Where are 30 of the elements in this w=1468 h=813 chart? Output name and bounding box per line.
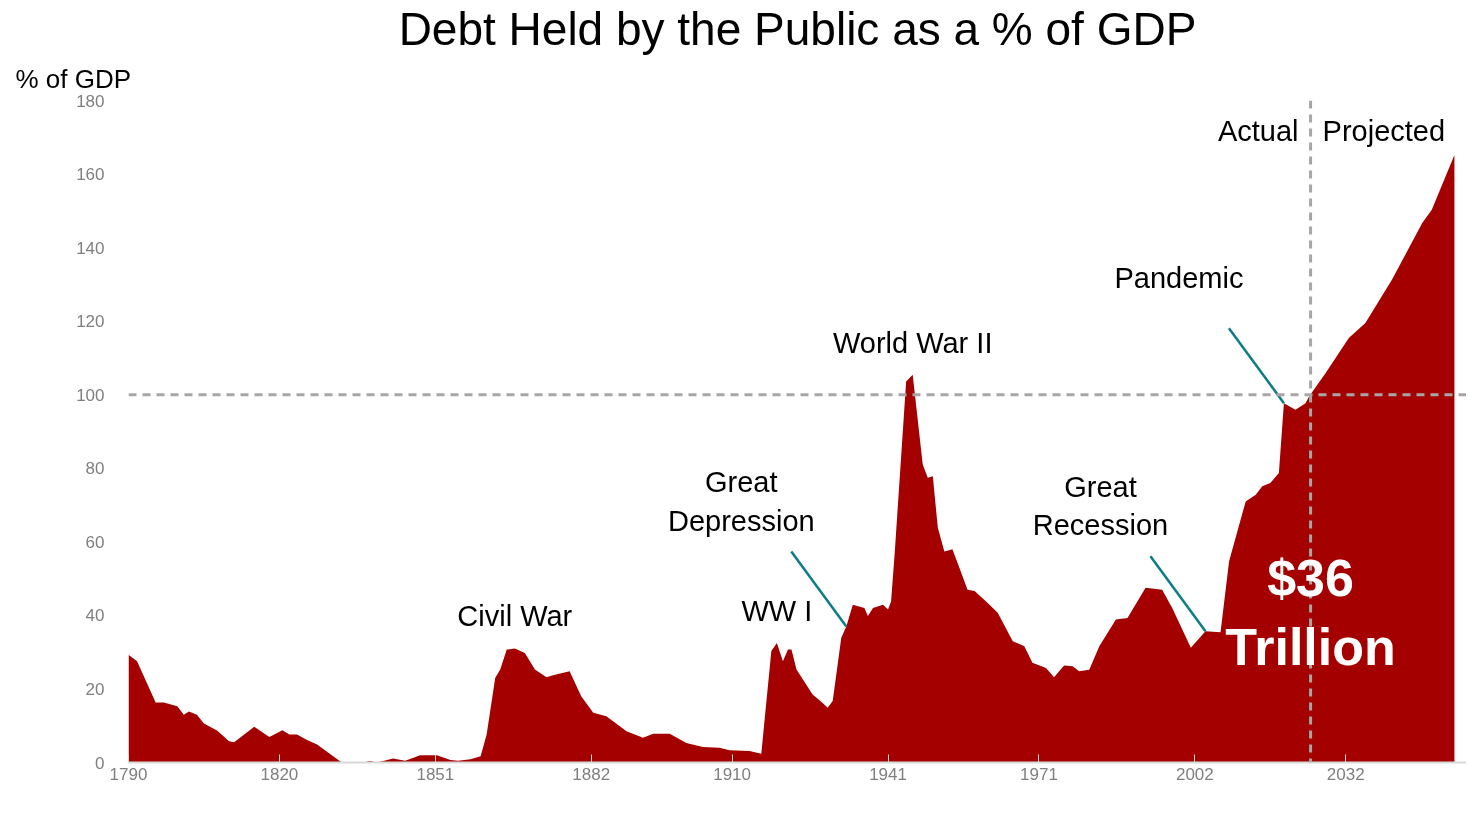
annotation: $36 Trillion: [1225, 548, 1396, 677]
x-tick-label: 2032: [1326, 764, 1365, 784]
y-tick-label: 60: [85, 532, 105, 552]
x-tick-label: 2002: [1175, 764, 1214, 784]
x-tick-label: 1882: [572, 764, 611, 784]
y-tick-label: 0: [95, 753, 105, 773]
y-tick-label: 140: [76, 238, 105, 258]
y-tick-label: 100: [76, 385, 105, 405]
annotation: Civil War: [457, 600, 573, 633]
annotation: Projected: [1322, 114, 1446, 147]
x-tick-label: 1941: [869, 764, 907, 784]
y-tick-label: 180: [76, 91, 105, 111]
y-tick-label: 120: [76, 312, 105, 332]
x-tick-label: 1971: [1020, 764, 1058, 784]
y-axis-title: % of GDP: [15, 63, 132, 94]
x-tick-label: 1851: [416, 764, 455, 784]
annotation: Pandemic: [1114, 262, 1244, 295]
x-tick-label: 1820: [260, 764, 299, 784]
y-tick-label: 40: [85, 606, 105, 626]
x-tick-label: 1910: [713, 764, 752, 784]
annotation: WW I: [741, 594, 813, 627]
y-tick-label: 80: [85, 459, 105, 479]
x-tick-label: 1790: [109, 764, 148, 784]
annotation: Great Depression: [667, 466, 815, 537]
y-tick-label: 20: [85, 679, 105, 699]
annotation: World War II: [832, 326, 993, 359]
annotation: Great Recession: [1032, 471, 1169, 542]
chart-title: Debt Held by the Public as a % of GDP: [398, 2, 1197, 55]
annotation: Actual: [1217, 114, 1299, 147]
y-tick-label: 160: [76, 165, 105, 185]
